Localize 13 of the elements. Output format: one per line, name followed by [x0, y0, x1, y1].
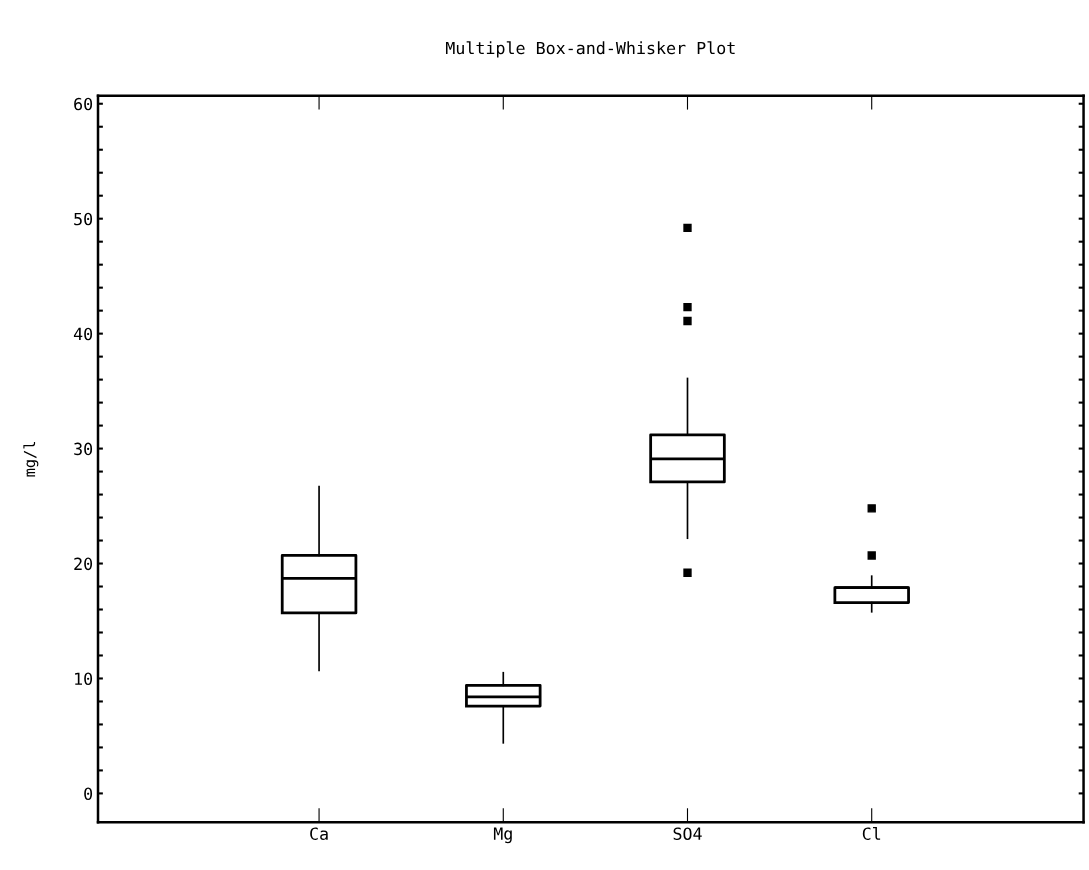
x-tick-label: Ca	[310, 827, 328, 840]
y-tick-label: 60	[74, 97, 93, 111]
y-tick-label: 20	[74, 557, 93, 571]
chart-title: Multiple Box-and-Whisker Plot	[445, 41, 735, 58]
y-axis-title: mg/l	[23, 442, 39, 477]
x-tick-label: Cl	[862, 827, 881, 840]
x-tick-label: Mg	[493, 827, 512, 844]
y-tick-label: 0	[84, 787, 93, 801]
y-tick-label: 40	[73, 327, 93, 341]
y-tick-label: 10	[75, 672, 93, 686]
y-tick-label: 30	[74, 442, 93, 456]
x-tick-label: SO4	[673, 827, 702, 840]
y-tick-label: 50	[74, 212, 93, 226]
